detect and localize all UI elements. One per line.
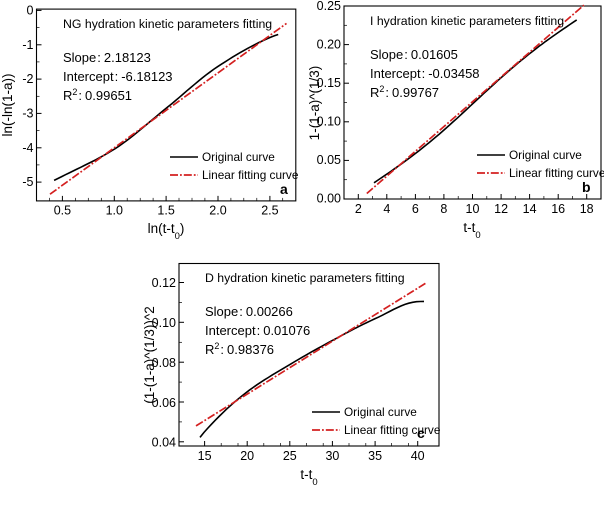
svg-text:a: a <box>280 181 288 197</box>
svg-text:12: 12 <box>494 202 508 216</box>
svg-text:(1-(1-a)^(1/3))^2: (1-(1-a)^(1/3))^2 <box>142 306 157 403</box>
svg-text:c: c <box>417 425 425 441</box>
svg-text:25: 25 <box>283 449 297 463</box>
svg-text:0.25: 0.25 <box>317 0 341 13</box>
svg-text:10: 10 <box>466 202 480 216</box>
svg-text:0.00: 0.00 <box>317 192 341 206</box>
svg-text:Intercept:-0.03458: Intercept: -0.03458 <box>370 66 480 81</box>
svg-text:-4: -4 <box>22 141 33 155</box>
svg-text:18: 18 <box>580 202 594 216</box>
svg-text:0.20: 0.20 <box>317 38 341 52</box>
svg-text:1.5: 1.5 <box>157 204 174 218</box>
svg-text:ln(-ln(1-a)): ln(-ln(1-a)) <box>0 73 15 136</box>
svg-text:b: b <box>582 179 591 195</box>
svg-text:Intercept:-6.18123: Intercept: -6.18123 <box>63 69 173 84</box>
svg-text:-5: -5 <box>22 175 33 189</box>
svg-text:6: 6 <box>412 202 419 216</box>
svg-text:Original curve: Original curve <box>202 150 275 164</box>
svg-text:2.0: 2.0 <box>209 204 226 218</box>
svg-text:2.5: 2.5 <box>261 204 278 218</box>
svg-text:4: 4 <box>383 202 390 216</box>
svg-text:-3: -3 <box>22 107 33 121</box>
svg-text:30: 30 <box>325 449 339 463</box>
svg-text:1.0: 1.0 <box>106 204 123 218</box>
svg-text:40: 40 <box>411 449 425 463</box>
svg-text:D hydration kinetic parameters: D hydration kinetic parameters fitting <box>205 271 405 285</box>
svg-text:1-(1-a)^(1/3): 1-(1-a)^(1/3) <box>307 66 322 141</box>
svg-text:0.05: 0.05 <box>317 153 341 167</box>
svg-text:0.5: 0.5 <box>54 204 71 218</box>
svg-text:Linear fitting curve: Linear fitting curve <box>509 166 604 180</box>
svg-text:35: 35 <box>368 449 382 463</box>
svg-text:Original curve: Original curve <box>509 148 582 162</box>
svg-text:-1: -1 <box>22 38 33 52</box>
svg-text:15: 15 <box>198 449 212 463</box>
svg-text:Intercept:0.01076: Intercept: 0.01076 <box>205 323 310 338</box>
svg-text:Slope:0.00266: Slope: 0.00266 <box>205 304 293 319</box>
svg-text:NG hydration kinetic parameter: NG hydration kinetic parameters fitting <box>63 17 272 31</box>
svg-text:0: 0 <box>27 4 34 18</box>
svg-text:16: 16 <box>551 202 565 216</box>
svg-text:0.04: 0.04 <box>152 436 176 450</box>
svg-text:14: 14 <box>523 202 537 216</box>
svg-text:2: 2 <box>355 202 362 216</box>
svg-text:Linear fitting curve: Linear fitting curve <box>202 168 299 182</box>
svg-text:I hydration kinetic parameters: I hydration kinetic parameters fitting <box>370 14 564 28</box>
svg-text:0.12: 0.12 <box>152 276 176 290</box>
svg-text:-2: -2 <box>22 72 33 86</box>
svg-text:8: 8 <box>440 202 447 216</box>
svg-text:Linear fitting curve: Linear fitting curve <box>344 423 441 437</box>
svg-text:Original curve: Original curve <box>344 405 417 419</box>
svg-text:Slope:0.01605: Slope: 0.01605 <box>370 47 458 62</box>
svg-text:20: 20 <box>240 449 254 463</box>
svg-text:Slope:2.18123: Slope: 2.18123 <box>63 50 151 65</box>
